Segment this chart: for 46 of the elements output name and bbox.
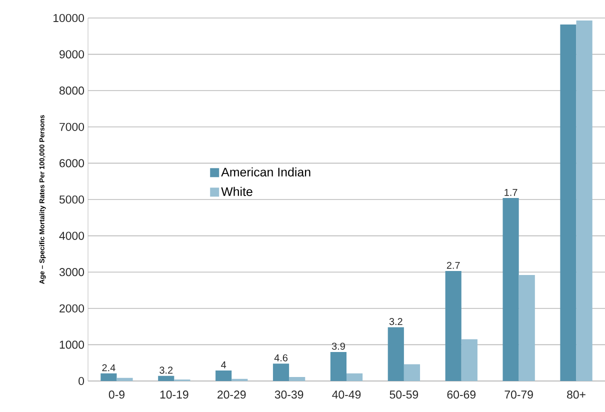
y-tick-label: 0 [78,376,84,386]
bar [216,370,232,381]
bar [346,373,363,381]
annotation: 1.7 [504,188,518,196]
bar [289,377,306,381]
bar [502,198,519,381]
y-tick-label: 1000 [60,340,84,349]
bar [404,364,420,381]
y-tick-label: 3000 [59,268,84,276]
y-tick-label: 7000 [60,122,84,131]
x-tick-label: 0-9 [108,390,124,399]
legend-label: White [221,186,252,196]
x-tick-label: 30-39 [274,390,304,399]
annotation: 4.6 [274,354,288,362]
x-tick-label: 40-49 [332,390,361,399]
bar [330,352,346,381]
annotation: 2.4 [102,364,116,372]
bar [272,364,290,381]
bar [576,20,592,381]
y-tick-label: 9000 [60,50,84,58]
x-tick-label: 60-69 [447,390,476,399]
y-tick-label: 8000 [59,86,84,95]
bar [518,275,535,381]
bar [560,24,576,381]
y-tick-label: 10000 [53,14,84,22]
bar [116,378,133,381]
bar [461,339,478,381]
legend-label: American Indian [221,167,310,177]
annotation: 2.7 [446,262,460,269]
y-tick-label: 6000 [60,159,84,168]
x-tick-label: 70-79 [504,390,533,399]
bar [445,271,462,381]
bar [388,327,404,381]
x-tick-label: 20-29 [218,390,246,399]
y-tick-label: 5000 [59,195,84,204]
y-tick-label: 4000 [59,232,84,240]
x-tick-label: 80+ [567,390,586,399]
bar [100,373,117,381]
bar [158,376,174,381]
annotation: 3.9 [332,342,345,350]
annotation: 3.2 [160,366,173,374]
annotation: 4 [221,361,226,368]
annotation: 3.2 [389,318,402,326]
y-tick-label: 2000 [60,304,84,312]
x-tick-label: 10-19 [160,390,188,399]
x-tick-label: 50-59 [390,390,418,399]
